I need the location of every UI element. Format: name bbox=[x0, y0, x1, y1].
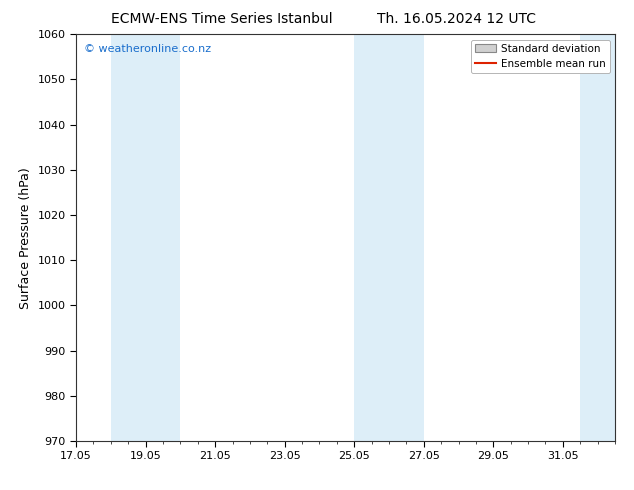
Bar bbox=[111, 34, 181, 441]
Bar bbox=[580, 34, 615, 441]
Y-axis label: Surface Pressure (hPa): Surface Pressure (hPa) bbox=[19, 167, 32, 309]
Bar bbox=[354, 34, 424, 441]
Text: Th. 16.05.2024 12 UTC: Th. 16.05.2024 12 UTC bbox=[377, 12, 536, 26]
Text: © weatheronline.co.nz: © weatheronline.co.nz bbox=[84, 45, 211, 54]
Legend: Standard deviation, Ensemble mean run: Standard deviation, Ensemble mean run bbox=[470, 40, 610, 73]
Text: ECMW-ENS Time Series Istanbul: ECMW-ENS Time Series Istanbul bbox=[111, 12, 333, 26]
